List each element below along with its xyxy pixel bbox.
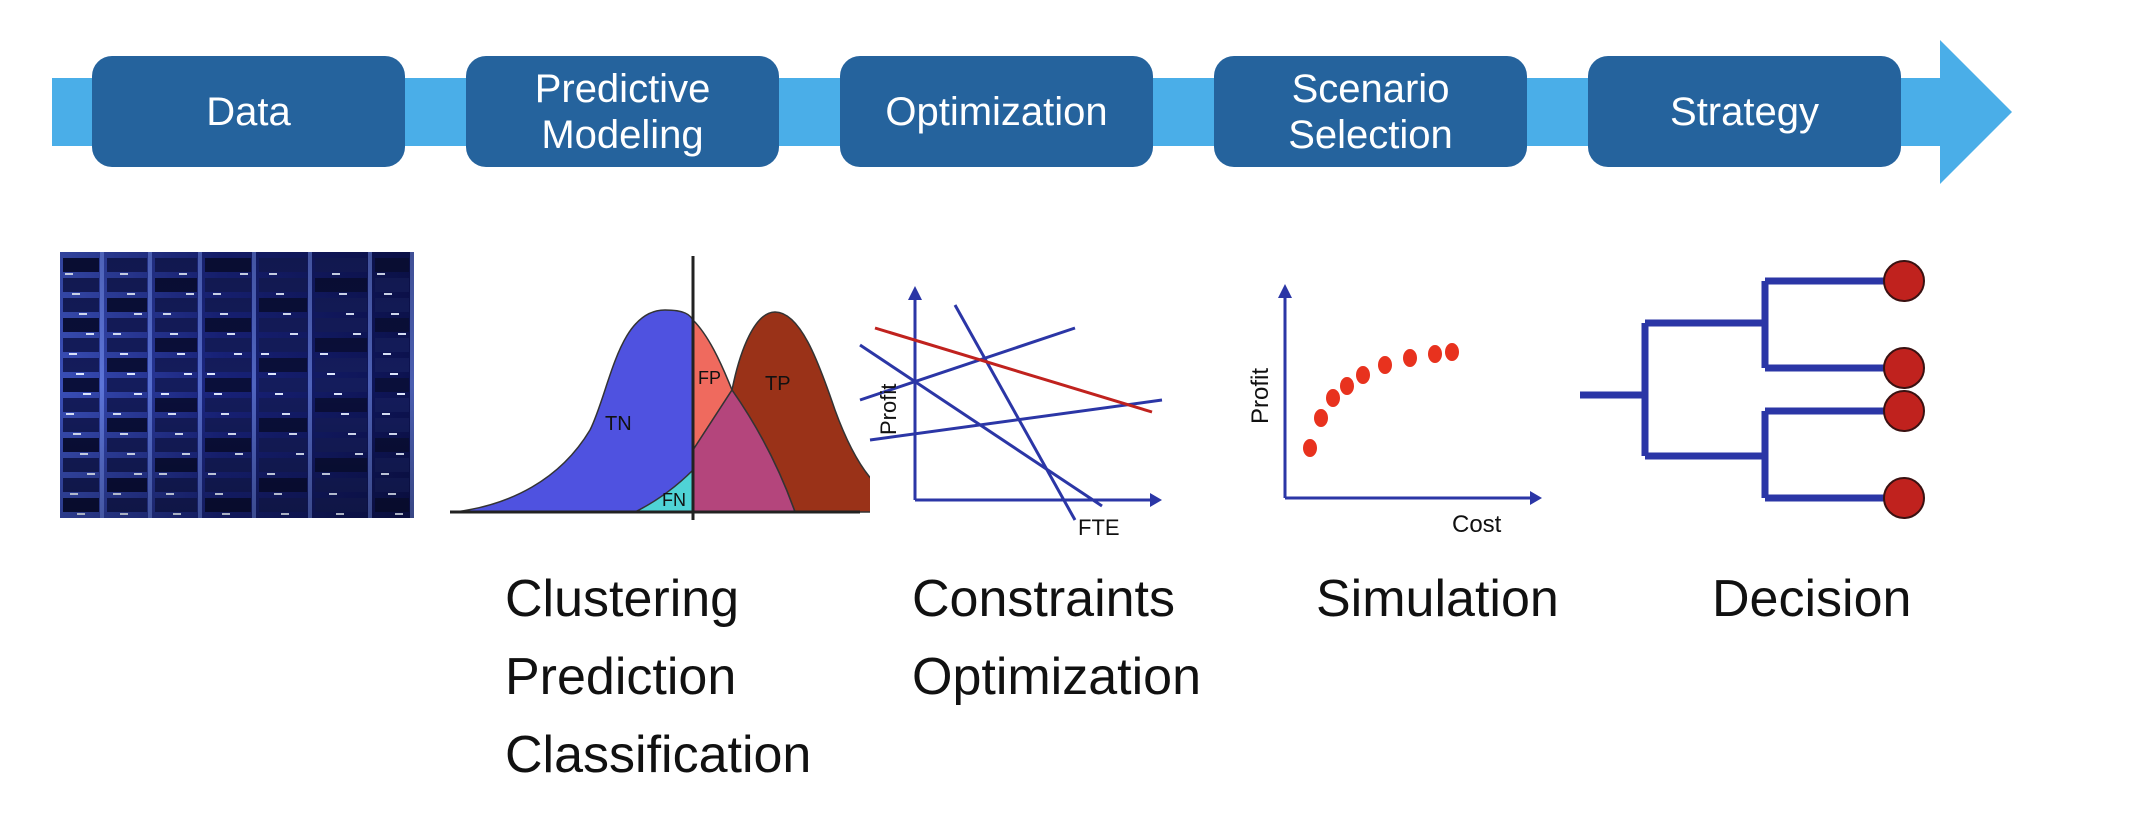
step-strategy-label: Strategy xyxy=(1670,89,1819,134)
simulation-xlabel: Cost xyxy=(1452,511,1502,538)
constraint-line-3 xyxy=(859,326,1076,402)
caption-decision-line-1: Decision xyxy=(1712,570,1912,628)
constraint-line-2 xyxy=(953,304,1077,521)
fn-label: FN xyxy=(662,490,686,510)
constraints-ylabel: Profit xyxy=(876,384,901,435)
simulation-point xyxy=(1445,343,1459,361)
step-strategy[interactable]: Strategy xyxy=(1588,56,1901,167)
simulation-point xyxy=(1403,349,1417,367)
simulation-ylabel: Profit xyxy=(1247,368,1274,424)
step-scenario-selection-label: Scenario Selection xyxy=(1288,66,1453,157)
simulation-point xyxy=(1303,439,1317,457)
simulation-point xyxy=(1428,345,1442,363)
decision-tree xyxy=(1580,260,1925,519)
caption-modeling-line-3: Classification xyxy=(505,726,812,784)
step-data[interactable]: Data xyxy=(92,56,405,167)
caption-decision: Decision xyxy=(1712,560,1911,638)
caption-modeling: Clustering Prediction Classification xyxy=(505,560,811,794)
leaf-node-3 xyxy=(1883,390,1925,432)
caption-optimization: Constraints Optimization xyxy=(912,560,1201,716)
step-optimization-label: Optimization xyxy=(885,89,1108,134)
caption-optimization-line-1: Constraints xyxy=(912,570,1175,628)
step-optimization[interactable]: Optimization xyxy=(840,56,1153,167)
simulation-point xyxy=(1378,356,1392,374)
caption-optimization-line-2: Optimization xyxy=(912,648,1201,706)
step-scenario-selection[interactable]: Scenario Selection xyxy=(1214,56,1527,167)
constraints-xlabel: FTE xyxy=(1078,515,1120,540)
leaf-node-4 xyxy=(1883,477,1925,519)
tp-label: TP xyxy=(765,373,791,395)
simulation-plot: Profit Cost xyxy=(1247,284,1542,538)
constraints-plot: Profit FTE xyxy=(859,286,1163,540)
tn-region xyxy=(454,309,694,513)
constraint-line-4 xyxy=(869,398,1163,442)
simulation-point xyxy=(1356,366,1370,384)
simulation-point xyxy=(1326,389,1340,407)
step-data-label: Data xyxy=(206,89,291,134)
classification-distribution-chart: TN FP TP FN xyxy=(450,256,870,520)
objective-line xyxy=(874,326,1153,414)
simulation-point xyxy=(1340,377,1354,395)
fp-label: FP xyxy=(698,368,721,388)
simulation-point xyxy=(1314,409,1328,427)
server-rack-image xyxy=(60,252,414,518)
leaf-node-2 xyxy=(1883,347,1925,389)
tn-label: TN xyxy=(605,413,632,435)
caption-simulation: Simulation xyxy=(1316,560,1559,638)
caption-simulation-line-1: Simulation xyxy=(1316,570,1559,628)
caption-modeling-line-2: Prediction xyxy=(505,648,737,706)
caption-modeling-line-1: Clustering xyxy=(505,570,740,628)
step-predictive-modeling-label: Predictive Modeling xyxy=(534,66,711,157)
step-predictive-modeling[interactable]: Predictive Modeling xyxy=(466,56,779,167)
leaf-node-1 xyxy=(1883,260,1925,302)
